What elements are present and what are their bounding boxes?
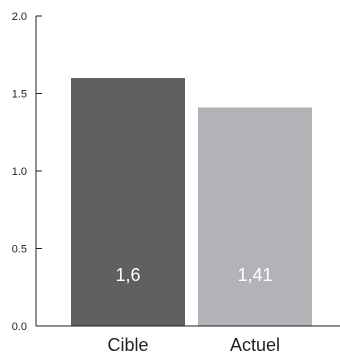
y-tick-label: 2.0 xyxy=(12,11,27,23)
bar-value-label: 1,6 xyxy=(115,265,140,285)
y-tick-label: 0.0 xyxy=(12,321,27,333)
bar-actuel xyxy=(198,107,312,326)
value-labels: 1,6 1,41 xyxy=(115,265,272,285)
x-category-label: Actuel xyxy=(230,335,280,355)
x-category-label: Cible xyxy=(107,335,148,355)
bar-cible xyxy=(71,78,185,326)
x-axis-labels: Cible Actuel xyxy=(107,335,280,355)
bars xyxy=(71,78,312,326)
y-tick-label: 1.5 xyxy=(12,89,27,101)
y-tick-label: 0.5 xyxy=(12,244,27,256)
y-axis-ticks: 0.0 0.5 1.0 1.5 2.0 xyxy=(12,11,42,333)
bar-value-label: 1,41 xyxy=(237,265,272,285)
y-tick-label: 1.0 xyxy=(12,166,27,178)
